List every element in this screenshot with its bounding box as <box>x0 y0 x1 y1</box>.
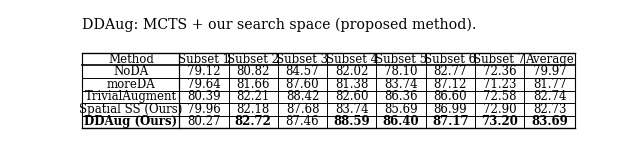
Text: Subset 1: Subset 1 <box>178 53 230 66</box>
Text: 80.82: 80.82 <box>237 65 270 78</box>
Text: 82.77: 82.77 <box>433 65 467 78</box>
Text: 72.90: 72.90 <box>483 103 516 116</box>
Text: TrivialAugment: TrivialAugment <box>85 90 177 103</box>
Text: Subset 2: Subset 2 <box>227 53 279 66</box>
Text: Subset 4: Subset 4 <box>326 53 378 66</box>
Text: 87.60: 87.60 <box>285 78 319 91</box>
Text: Method: Method <box>108 53 154 66</box>
Text: 72.58: 72.58 <box>483 90 516 103</box>
Text: DDAug: MCTS + our search space (proposed method).: DDAug: MCTS + our search space (proposed… <box>83 18 477 32</box>
Text: 79.64: 79.64 <box>187 78 221 91</box>
Text: Subset 3: Subset 3 <box>276 53 328 66</box>
Text: 88.42: 88.42 <box>286 90 319 103</box>
Text: 79.12: 79.12 <box>188 65 221 78</box>
Text: 71.23: 71.23 <box>483 78 516 91</box>
Text: Subset 5: Subset 5 <box>375 53 427 66</box>
Text: 86.40: 86.40 <box>383 115 419 128</box>
Text: 82.74: 82.74 <box>533 90 566 103</box>
Text: 87.17: 87.17 <box>432 115 468 128</box>
Text: 82.72: 82.72 <box>235 115 272 128</box>
Text: 81.38: 81.38 <box>335 78 369 91</box>
Text: 73.20: 73.20 <box>481 115 518 128</box>
Text: 86.36: 86.36 <box>384 90 418 103</box>
Text: Subset 7: Subset 7 <box>474 53 525 66</box>
Text: 87.68: 87.68 <box>286 103 319 116</box>
Text: NoDA: NoDA <box>113 65 148 78</box>
Text: 84.57: 84.57 <box>285 65 319 78</box>
Text: 87.46: 87.46 <box>285 115 319 128</box>
Text: 79.97: 79.97 <box>532 65 566 78</box>
Text: 81.66: 81.66 <box>237 78 270 91</box>
Text: 83.74: 83.74 <box>384 78 418 91</box>
Text: 80.39: 80.39 <box>188 90 221 103</box>
Text: Average: Average <box>525 53 574 66</box>
Text: 83.69: 83.69 <box>531 115 568 128</box>
Text: 82.73: 82.73 <box>533 103 566 116</box>
Text: 85.69: 85.69 <box>384 103 418 116</box>
Text: 86.99: 86.99 <box>433 103 467 116</box>
Text: 87.12: 87.12 <box>434 78 467 91</box>
Text: 82.18: 82.18 <box>237 103 270 116</box>
Text: 78.10: 78.10 <box>384 65 418 78</box>
Text: 79.96: 79.96 <box>187 103 221 116</box>
Text: moreDA: moreDA <box>107 78 156 91</box>
Text: 80.27: 80.27 <box>188 115 221 128</box>
Text: DDAug (Ours): DDAug (Ours) <box>84 115 177 128</box>
Text: Subset 6: Subset 6 <box>424 53 476 66</box>
Text: 81.77: 81.77 <box>533 78 566 91</box>
Text: 86.60: 86.60 <box>433 90 467 103</box>
Text: 82.21: 82.21 <box>237 90 270 103</box>
Text: 83.74: 83.74 <box>335 103 369 116</box>
Text: 82.02: 82.02 <box>335 65 369 78</box>
Text: 82.60: 82.60 <box>335 90 369 103</box>
Text: 88.59: 88.59 <box>333 115 370 128</box>
Text: Spatial SS (Ours): Spatial SS (Ours) <box>79 103 182 116</box>
Text: 72.36: 72.36 <box>483 65 516 78</box>
